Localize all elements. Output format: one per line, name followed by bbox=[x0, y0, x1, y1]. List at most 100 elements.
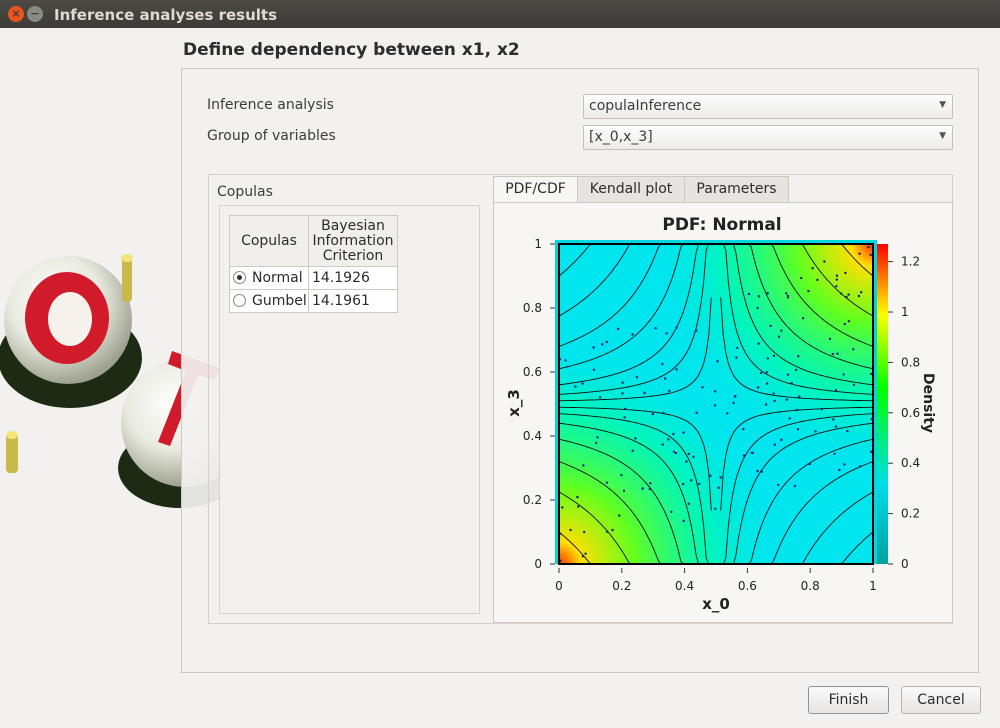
sample-point bbox=[667, 438, 670, 441]
cancel-button[interactable]: Cancel bbox=[901, 686, 981, 714]
sample-point bbox=[823, 260, 826, 263]
inference-analysis-value: copulaInference bbox=[589, 98, 702, 114]
radio-selected-icon[interactable] bbox=[233, 270, 246, 284]
copula-name-cell[interactable]: Normal bbox=[229, 266, 309, 290]
sample-point bbox=[581, 555, 585, 558]
sample-point bbox=[714, 390, 717, 393]
sample-point bbox=[808, 462, 811, 466]
sample-point bbox=[561, 506, 564, 509]
sample-point bbox=[601, 343, 604, 346]
table-row[interactable]: Normal 14.1926 bbox=[229, 266, 398, 290]
colorbar-tick-label: 0.8 bbox=[901, 355, 920, 369]
sample-point bbox=[845, 295, 848, 299]
sample-point bbox=[623, 416, 626, 419]
sample-point bbox=[690, 479, 693, 482]
sample-point bbox=[833, 452, 836, 455]
contour-line bbox=[720, 244, 873, 317]
y-tick-label: 0 bbox=[534, 557, 542, 571]
contour-line bbox=[559, 491, 712, 564]
y-tick-label: 0.4 bbox=[523, 429, 542, 443]
sample-point bbox=[858, 465, 862, 468]
radio-icon[interactable] bbox=[233, 293, 246, 307]
contour-line bbox=[559, 438, 712, 564]
sample-point bbox=[835, 278, 838, 281]
tab-pdf-cdf[interactable]: PDF/CDF bbox=[493, 176, 578, 203]
contour-line bbox=[559, 413, 712, 564]
contour-line bbox=[720, 438, 873, 564]
contour-line bbox=[720, 244, 873, 347]
sample-point bbox=[574, 385, 577, 388]
window-title: Inference analyses results bbox=[54, 6, 278, 24]
x-tick-label: 0.8 bbox=[801, 579, 820, 593]
sample-point bbox=[742, 454, 746, 457]
x-axis-label: x_0 bbox=[702, 595, 730, 613]
column-header-bic[interactable]: Bayesian Information Criterion bbox=[308, 215, 398, 267]
chevron-down-icon: ▼ bbox=[939, 131, 946, 141]
sample-point bbox=[786, 294, 790, 298]
tab-kendall-plot[interactable]: Kendall plot bbox=[577, 176, 685, 202]
x-axis: 0 0.2 0.4 0.6 0.8 1 bbox=[555, 568, 877, 593]
sample-point bbox=[605, 481, 609, 484]
copula-name-cell[interactable]: Gumbel bbox=[229, 289, 309, 313]
colorbar-tick-label: 1.2 bbox=[901, 255, 920, 269]
contour-line bbox=[559, 406, 712, 511]
sample-point bbox=[757, 295, 761, 298]
sample-point bbox=[735, 356, 738, 359]
sample-point bbox=[834, 388, 838, 392]
chevron-down-icon: ▼ bbox=[939, 100, 946, 110]
sample-point bbox=[719, 476, 722, 479]
sample-point bbox=[611, 528, 614, 532]
sample-point bbox=[756, 469, 759, 473]
sample-point bbox=[831, 352, 834, 356]
y-tick-label: 0.8 bbox=[523, 301, 542, 315]
sample-point bbox=[687, 502, 690, 505]
sample-point bbox=[634, 437, 637, 440]
x-tick-label: 1 bbox=[869, 579, 877, 593]
page-title: Define dependency between x1, x2 bbox=[183, 40, 520, 60]
sample-point bbox=[797, 355, 800, 358]
sample-point bbox=[756, 306, 759, 310]
sample-point bbox=[757, 342, 760, 345]
inference-analysis-select[interactable]: copulaInference ▼ bbox=[583, 94, 953, 119]
minimize-icon[interactable]: − bbox=[27, 6, 43, 22]
sample-point bbox=[621, 381, 624, 384]
sample-point bbox=[843, 463, 846, 466]
sample-point bbox=[796, 428, 800, 431]
sample-point bbox=[643, 391, 646, 395]
sample-point bbox=[685, 460, 688, 463]
sample-point bbox=[760, 470, 763, 473]
sample-point bbox=[631, 333, 634, 336]
sample-point bbox=[674, 451, 678, 455]
sample-point bbox=[769, 324, 772, 328]
table-row[interactable]: Gumbel 14.1961 bbox=[229, 289, 398, 313]
sample-point bbox=[847, 293, 850, 296]
sample-point bbox=[654, 327, 657, 330]
sample-point bbox=[820, 408, 824, 411]
sample-point bbox=[668, 389, 671, 393]
contour-lines bbox=[559, 244, 873, 564]
sample-point bbox=[682, 519, 685, 523]
sample-point bbox=[838, 468, 841, 472]
close-icon[interactable]: × bbox=[8, 6, 24, 22]
tab-parameters[interactable]: Parameters bbox=[684, 176, 789, 202]
contour-line bbox=[720, 244, 873, 277]
group-of-variables-label: Group of variables bbox=[207, 128, 336, 144]
sample-point bbox=[785, 398, 788, 401]
sample-point bbox=[742, 427, 745, 431]
sample-point bbox=[577, 505, 580, 508]
column-header-copulas[interactable]: Copulas bbox=[229, 215, 309, 267]
sample-point bbox=[622, 489, 626, 492]
sample-point bbox=[641, 487, 644, 490]
sample-point bbox=[569, 528, 572, 532]
colorbar-tick-label: 0.6 bbox=[901, 406, 920, 420]
group-of-variables-select[interactable]: [x_0,x_3] ▼ bbox=[583, 125, 953, 150]
sample-point bbox=[670, 510, 673, 514]
sample-point bbox=[860, 291, 863, 294]
sample-point bbox=[687, 452, 690, 456]
sample-point bbox=[717, 486, 720, 489]
finish-button[interactable]: Finish bbox=[808, 686, 889, 714]
sample-point bbox=[582, 464, 585, 467]
sample-point bbox=[576, 495, 579, 499]
colorbar-tick-label: 1 bbox=[901, 305, 909, 319]
sample-point bbox=[780, 438, 783, 441]
